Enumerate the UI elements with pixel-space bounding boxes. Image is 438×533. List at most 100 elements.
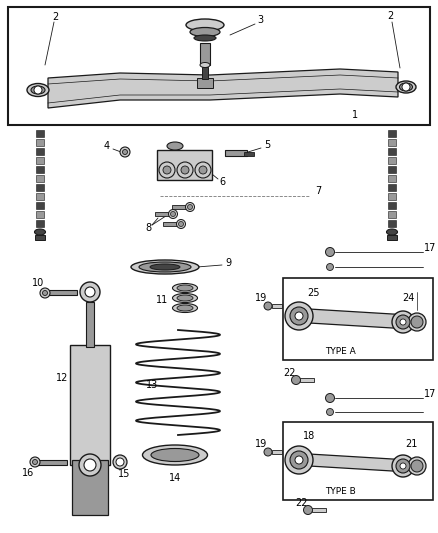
Circle shape <box>264 448 272 456</box>
Circle shape <box>400 463 406 469</box>
Bar <box>202 67 208 79</box>
Circle shape <box>169 209 177 219</box>
Ellipse shape <box>150 264 180 270</box>
Ellipse shape <box>177 295 193 301</box>
Bar <box>86 302 94 347</box>
Bar <box>388 175 396 182</box>
Bar <box>388 139 396 146</box>
Bar <box>163 222 177 226</box>
Bar <box>70 345 110 465</box>
Circle shape <box>186 203 194 212</box>
Bar <box>35 235 45 240</box>
Text: 6: 6 <box>219 177 225 187</box>
Ellipse shape <box>177 305 193 311</box>
Circle shape <box>116 458 124 466</box>
Circle shape <box>325 393 335 402</box>
Bar <box>244 152 254 156</box>
Text: 11: 11 <box>156 295 168 305</box>
Circle shape <box>159 162 175 178</box>
Circle shape <box>292 376 300 384</box>
Circle shape <box>396 459 410 473</box>
Text: 21: 21 <box>405 439 417 449</box>
Text: 9: 9 <box>225 258 231 268</box>
Bar <box>388 130 396 137</box>
Text: TYPE B: TYPE B <box>325 488 355 497</box>
Ellipse shape <box>173 294 198 303</box>
Bar <box>388 157 396 164</box>
Text: 22: 22 <box>296 498 308 508</box>
Circle shape <box>325 247 335 256</box>
Circle shape <box>163 166 171 174</box>
Circle shape <box>199 166 207 174</box>
Circle shape <box>30 457 40 467</box>
Text: 3: 3 <box>257 15 263 25</box>
Text: 14: 14 <box>169 473 181 483</box>
Circle shape <box>177 220 186 229</box>
Circle shape <box>290 307 308 325</box>
Bar <box>36 175 44 182</box>
Bar <box>300 378 314 382</box>
Bar <box>36 139 44 146</box>
Circle shape <box>120 147 130 157</box>
Circle shape <box>295 312 303 320</box>
Bar <box>45 290 77 295</box>
Text: 16: 16 <box>22 468 34 478</box>
Text: 22: 22 <box>284 368 296 378</box>
Circle shape <box>402 83 410 91</box>
Circle shape <box>187 205 192 209</box>
Polygon shape <box>48 69 398 108</box>
Ellipse shape <box>173 303 198 312</box>
Bar <box>36 211 44 218</box>
Circle shape <box>34 86 42 94</box>
Circle shape <box>170 212 176 216</box>
Circle shape <box>85 287 95 297</box>
Ellipse shape <box>173 284 198 293</box>
Text: 17: 17 <box>424 389 436 399</box>
Ellipse shape <box>167 142 183 150</box>
Ellipse shape <box>35 229 46 235</box>
Ellipse shape <box>177 285 193 291</box>
Bar <box>35 460 67 465</box>
Text: TYPE A: TYPE A <box>325 348 355 357</box>
Text: 18: 18 <box>303 431 315 441</box>
Ellipse shape <box>386 229 398 235</box>
Circle shape <box>80 282 100 302</box>
Circle shape <box>42 290 47 295</box>
Text: 15: 15 <box>118 469 130 479</box>
Circle shape <box>123 149 127 155</box>
Bar <box>388 211 396 218</box>
Bar <box>36 193 44 200</box>
Text: 17: 17 <box>424 243 436 253</box>
Circle shape <box>392 455 414 477</box>
Ellipse shape <box>190 28 220 36</box>
Circle shape <box>411 316 423 328</box>
Bar <box>388 220 396 227</box>
Bar <box>388 193 396 200</box>
Circle shape <box>84 459 96 471</box>
Circle shape <box>264 302 272 310</box>
Bar <box>172 205 186 209</box>
Bar <box>36 148 44 155</box>
Ellipse shape <box>142 445 208 465</box>
Circle shape <box>177 162 193 178</box>
Text: 2: 2 <box>387 11 393 21</box>
Bar <box>272 450 282 454</box>
Ellipse shape <box>31 86 45 94</box>
Bar <box>36 220 44 227</box>
Bar <box>72 460 108 515</box>
Circle shape <box>400 319 406 325</box>
Bar <box>36 166 44 173</box>
Ellipse shape <box>131 260 199 274</box>
Circle shape <box>326 263 333 271</box>
Bar <box>157 150 212 180</box>
Bar <box>283 422 433 500</box>
Bar <box>283 278 433 360</box>
Bar <box>36 184 44 191</box>
Bar <box>155 212 169 216</box>
Text: 8: 8 <box>145 223 151 233</box>
Bar <box>8 7 430 125</box>
Circle shape <box>285 302 313 330</box>
Circle shape <box>304 505 312 514</box>
Bar <box>197 78 213 88</box>
Bar <box>312 508 326 512</box>
